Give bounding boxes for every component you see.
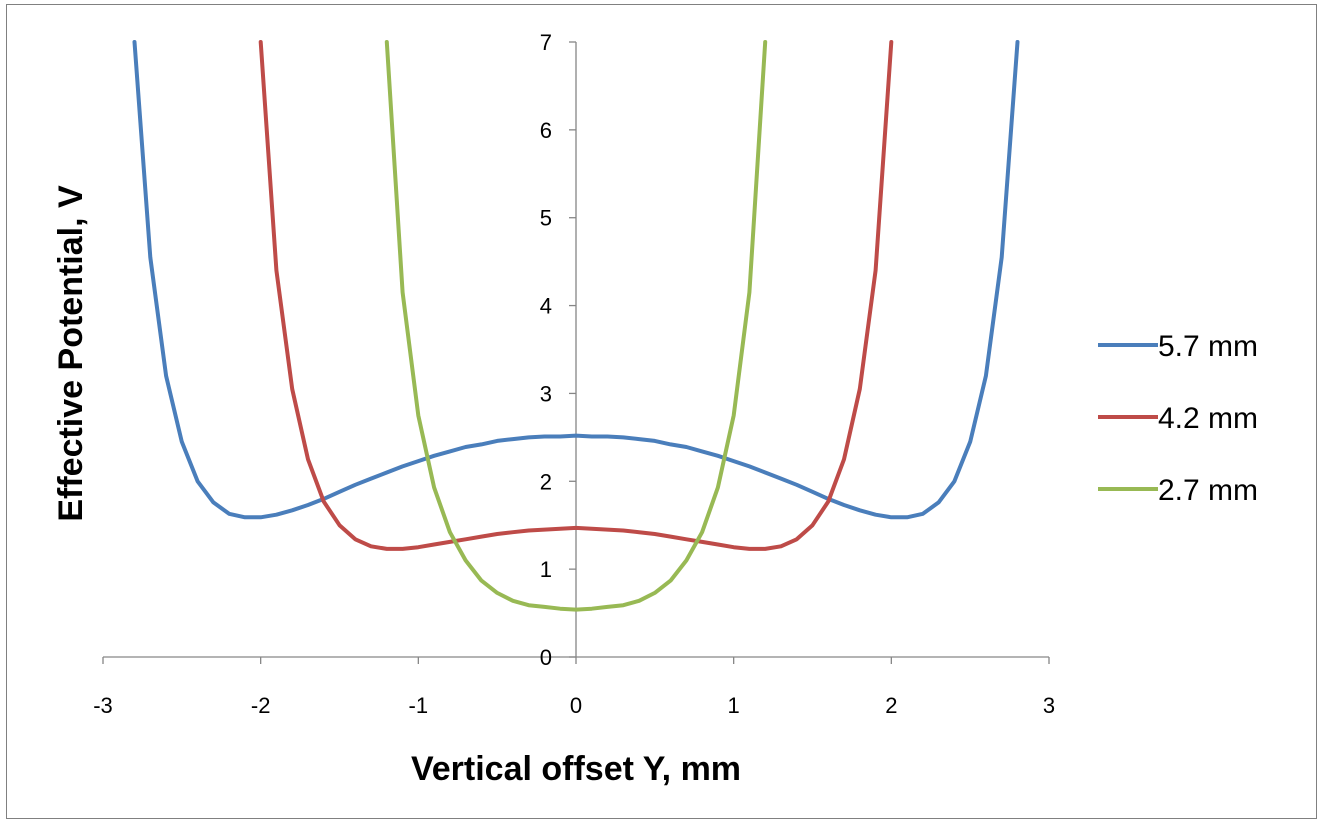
x-tick-label: -1 [409, 693, 429, 718]
x-axis-ticks: -3 -2 -1 0 1 2 3 [93, 657, 1055, 718]
y-axis-ticks: 0 1 2 3 4 5 6 7 [540, 30, 576, 670]
series-line [132, 40, 1020, 520]
y-tick-label: 5 [540, 206, 552, 231]
y-tick-label: 7 [540, 30, 552, 55]
x-tick-label: -3 [93, 693, 113, 718]
series-line [384, 40, 768, 612]
legend-label: 2.7 mm [1158, 474, 1258, 507]
legend-label: 4.2 mm [1158, 402, 1258, 435]
y-tick-label: 1 [540, 557, 552, 582]
x-tick-label: 2 [885, 693, 897, 718]
chart-area [6, 4, 1317, 819]
legend: 5.7 mm 4.2 mm 2.7 mm [1098, 330, 1258, 507]
axes: -3 -2 -1 0 1 2 3 0 1 2 3 4 5 6 7 [93, 30, 1055, 718]
x-axis-title: Vertical offset Y, mm [411, 750, 741, 788]
y-tick-label: 6 [540, 118, 552, 143]
y-tick-label: 3 [540, 381, 552, 406]
legend-label: 5.7 mm [1158, 330, 1258, 363]
y-tick-label: 4 [540, 294, 552, 319]
x-tick-label: 3 [1043, 693, 1055, 718]
y-axis-title: Effective Potential, V [52, 185, 90, 522]
series-line [258, 40, 894, 551]
series-layer [132, 40, 1020, 612]
x-tick-label: -2 [251, 693, 271, 718]
y-tick-label: 2 [540, 469, 552, 494]
y-tick-label: 0 [540, 645, 552, 670]
x-tick-label: 0 [570, 693, 582, 718]
x-tick-label: 1 [728, 693, 740, 718]
